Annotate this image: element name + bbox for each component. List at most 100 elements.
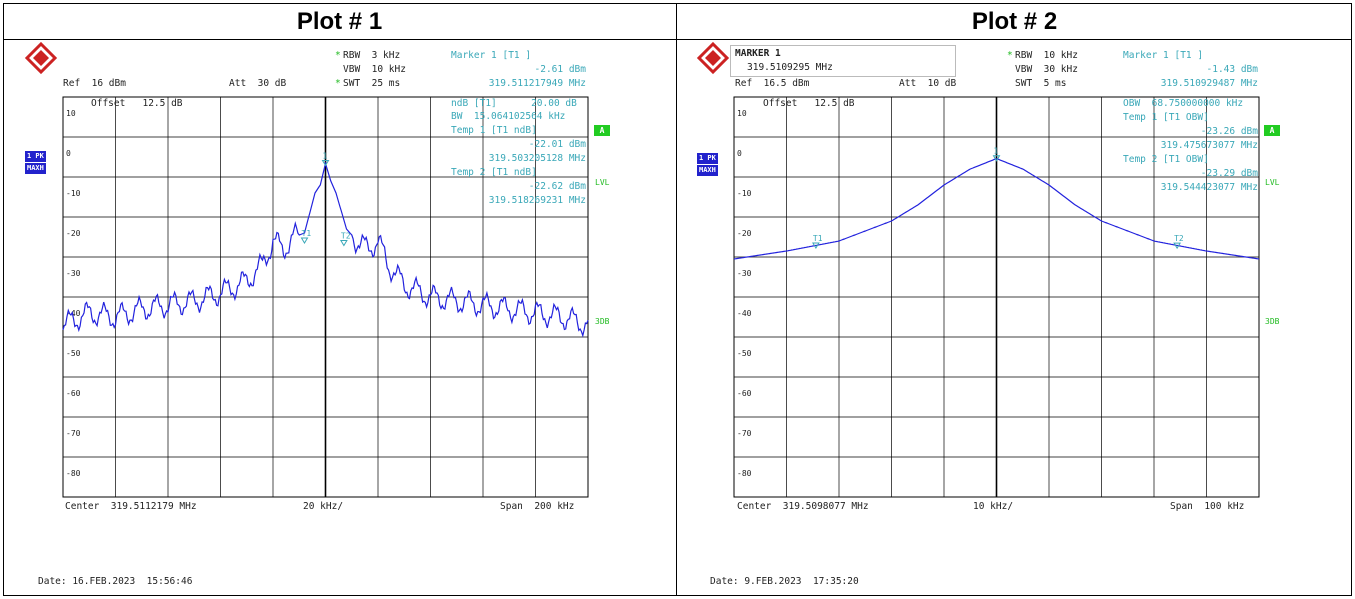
marker-1-symbol xyxy=(992,155,1001,162)
y-tick-label: -70 xyxy=(737,429,752,438)
vbw-label: VBW 30 kHz xyxy=(1015,64,1078,75)
plot-2-panel: MARKER 1 319.5109295 MHz * RBW 10 kHz VB… xyxy=(677,40,1349,596)
y-tick-label: -50 xyxy=(737,349,752,358)
y-tick-label: -20 xyxy=(66,229,81,238)
trace-a-badge: A xyxy=(594,125,610,136)
y-tick-label: 10 xyxy=(737,109,747,118)
obw-line: OBW 68.750000000 kHz xyxy=(1123,98,1244,109)
ndb-line: ndB [T1] 20.00 dB xyxy=(451,98,577,109)
division-label: 20 kHz/ xyxy=(303,501,344,512)
marker-info-box xyxy=(730,45,956,77)
rbw-star-icon: * xyxy=(335,50,341,61)
y-tick-label: -80 xyxy=(737,469,752,478)
temp2-header: Temp 2 [T1 OBW] xyxy=(1123,154,1209,165)
temp1-frequency: 319.475673077 MHz xyxy=(1160,140,1258,151)
plot-1-panel: * RBW 3 kHz VBW 10 kHz * SWT 25 ms Marke… xyxy=(3,40,675,596)
marker-header: Marker 1 [T1 ] xyxy=(451,50,532,61)
y-tick-label: -30 xyxy=(66,269,81,278)
marker-T1-symbol xyxy=(300,237,309,245)
bw-line: BW 15.064102564 kHz xyxy=(451,111,566,122)
offset-label: Offset 12.5 dB xyxy=(91,98,183,109)
y-tick-label: -10 xyxy=(737,189,752,198)
rohde-schwarz-logo-icon xyxy=(696,41,730,75)
temp1-level: -23.26 dBm xyxy=(1200,126,1258,137)
marker-frequency: 319.510929487 MHz xyxy=(1160,78,1258,89)
y-tick-label: -60 xyxy=(737,389,752,398)
figure-frame xyxy=(3,3,1352,596)
temp1-header: Temp 1 [T1 ndB] xyxy=(451,125,537,136)
ref-level: Ref 16 dBm xyxy=(63,78,126,89)
y-tick-label: -60 xyxy=(66,389,81,398)
temp2-frequency: 319.544423077 MHz xyxy=(1160,182,1258,193)
span-label: Span 200 kHz xyxy=(500,501,575,512)
plot-2-chart: 10 0 -10 -20 -30 -40 -50 -60 -70 -80 1 T1 T2 xyxy=(733,96,1260,498)
marker-T1-symbol xyxy=(812,242,820,250)
trace-a-badge: A xyxy=(1264,125,1280,136)
trace-mode-badge: 1 PK xyxy=(697,153,718,164)
date-stamp: Date: 9.FEB.2023 17:35:20 xyxy=(710,576,859,587)
marker-level: -1.43 dBm xyxy=(1206,64,1258,75)
threedb-label: 3DB xyxy=(1265,317,1280,326)
temp2-header: Temp 2 [T1 ndB] xyxy=(451,167,537,178)
y-tick-label: -80 xyxy=(66,469,81,478)
title-divider xyxy=(3,39,1352,40)
y-tick-label: -30 xyxy=(737,269,752,278)
rbw-star-icon: * xyxy=(1007,50,1013,61)
rbw-label: RBW 3 kHz xyxy=(343,50,401,61)
offset-label: Offset 12.5 dB xyxy=(763,98,855,109)
rohde-schwarz-logo-icon xyxy=(24,41,58,75)
trace-detector-badge: MAXH xyxy=(25,163,46,174)
date-stamp: Date: 16.FEB.2023 15:56:46 xyxy=(38,576,193,587)
marker-1-symbol xyxy=(321,159,330,167)
attenuation: Att 10 dB xyxy=(899,78,957,89)
division-label: 10 kHz/ xyxy=(973,501,1014,512)
temp1-level: -22.01 dBm xyxy=(528,139,586,150)
lvl-label: LVL xyxy=(595,178,610,187)
marker-header: Marker 1 [T1 ] xyxy=(1123,50,1204,61)
swt-label: SWT 25 ms xyxy=(343,78,401,89)
plot-1-chart: 10 0 -10 -20 -30 -40 -50 -60 -70 -80 1 T1 T2 xyxy=(62,96,589,498)
lvl-label: LVL xyxy=(1265,178,1280,187)
center-frequency: Center 319.5112179 MHz xyxy=(65,501,197,512)
marker-box-value: 319.5109295 MHz xyxy=(747,62,833,73)
marker-frequency: 319.511217949 MHz xyxy=(488,78,586,89)
panel-divider xyxy=(676,3,677,596)
y-tick-label: -40 xyxy=(66,309,81,318)
temp2-level: -23.29 dBm xyxy=(1200,168,1258,179)
marker-box-title: MARKER 1 xyxy=(735,48,781,59)
swt-label: SWT 5 ms xyxy=(1015,78,1067,89)
attenuation: Att 30 dB xyxy=(229,78,287,89)
trace-detector-badge: MAXH xyxy=(697,165,718,176)
y-tick-label: -20 xyxy=(737,229,752,238)
marker-level: -2.61 dBm xyxy=(534,64,586,75)
marker-T1-label: T1 xyxy=(813,234,823,243)
temp2-frequency: 319.518269231 MHz xyxy=(488,195,586,206)
plot-2-title: Plot # 2 xyxy=(971,8,1058,35)
ref-level: Ref 16.5 dBm xyxy=(735,78,810,89)
y-tick-label: 0 xyxy=(66,149,71,158)
center-frequency: Center 319.5098077 MHz xyxy=(737,501,869,512)
y-tick-label: -50 xyxy=(66,349,81,358)
temp2-level: -22.62 dBm xyxy=(528,181,586,192)
temp1-header: Temp 1 [T1 OBW] xyxy=(1123,112,1209,123)
marker-T2-symbol xyxy=(1173,242,1181,250)
marker-1-label: 1 xyxy=(994,147,999,156)
y-tick-label: -10 xyxy=(66,189,81,198)
temp1-frequency: 319.503205128 MHz xyxy=(488,153,586,164)
y-tick-label: -70 xyxy=(66,429,81,438)
threedb-label: 3DB xyxy=(595,317,610,326)
vbw-label: VBW 10 kHz xyxy=(343,64,406,75)
rbw-label: RBW 10 kHz xyxy=(1015,50,1078,61)
span-label: Span 100 kHz xyxy=(1170,501,1245,512)
marker-T2-symbol xyxy=(339,239,348,247)
y-tick-label: 10 xyxy=(66,109,76,118)
trace-mode-badge: 1 PK xyxy=(25,151,46,162)
y-tick-label: -40 xyxy=(737,309,752,318)
swt-star-icon: * xyxy=(335,78,341,89)
marker-T2-label: T2 xyxy=(1174,234,1184,243)
plot-1-title: Plot # 1 xyxy=(296,8,383,35)
marker-T1-label: T1 xyxy=(302,229,312,238)
trace-line xyxy=(62,161,589,338)
marker-T2-label: T2 xyxy=(341,231,351,240)
trace-line xyxy=(733,157,1260,260)
